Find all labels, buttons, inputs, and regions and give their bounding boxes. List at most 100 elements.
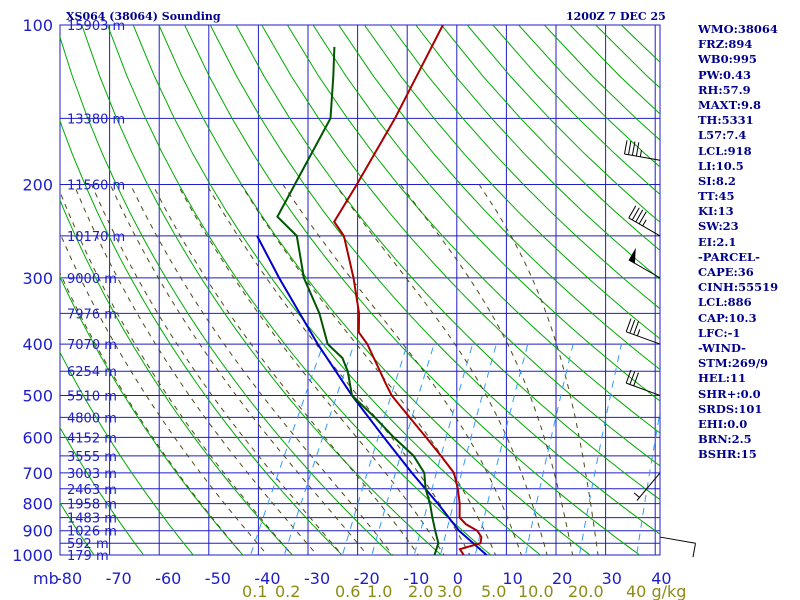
index-item: EHI:0.0 bbox=[698, 416, 748, 431]
height-label: 2463 m bbox=[67, 483, 117, 498]
moist-adiabat bbox=[177, 184, 445, 555]
wind-barb-pennant bbox=[628, 247, 636, 264]
height-label: 3003 m bbox=[67, 467, 117, 482]
sounding-time: 1200Z 7 DEC 25 bbox=[566, 10, 666, 23]
dry-adiabat bbox=[441, 25, 660, 252]
pressure-tick-label: 500 bbox=[22, 386, 53, 405]
dry-adiabat bbox=[338, 25, 660, 371]
height-label: 7070 m bbox=[67, 338, 117, 353]
height-label: 1958 m bbox=[67, 498, 117, 513]
mixing-ratio-label: 0.6 bbox=[335, 582, 360, 600]
dry-adiabat bbox=[312, 25, 660, 402]
temperature-tick-label: -80 bbox=[56, 569, 82, 588]
index-item: -WIND- bbox=[698, 340, 746, 355]
temperature-tick-label: -70 bbox=[106, 569, 132, 588]
dry-adiabat bbox=[389, 25, 660, 310]
pressure-tick-label: 900 bbox=[22, 522, 53, 541]
wind-barb-half-flag bbox=[642, 219, 647, 227]
height-label: 10170 m bbox=[67, 230, 125, 245]
index-item: PW:0.43 bbox=[698, 67, 752, 82]
temperature-tick-label: 40 bbox=[651, 569, 671, 588]
index-item: LI:10.5 bbox=[698, 158, 744, 173]
height-label: 7976 m bbox=[67, 307, 117, 322]
thermo-lines bbox=[60, 25, 660, 555]
pressure-tick-label: 100 bbox=[22, 16, 53, 35]
height-label: 179 m bbox=[67, 549, 109, 564]
moist-adiabat bbox=[400, 184, 574, 555]
index-item: RH:57.9 bbox=[698, 82, 751, 97]
dry-adiabat bbox=[60, 501, 95, 555]
index-item: CAPE:36 bbox=[698, 265, 754, 279]
height-label: 1026 m bbox=[67, 525, 117, 540]
index-item: WB0:995 bbox=[698, 52, 757, 67]
stability-indices-panel: WMO:38064 FRZ:894 WB0:995 PW:0.43 RH:57.9 MAX… bbox=[698, 22, 778, 462]
dry-adiabat bbox=[60, 351, 194, 555]
mixing-ratio-line bbox=[413, 343, 474, 555]
moist-adiabat bbox=[334, 184, 548, 555]
sounding-profiles bbox=[256, 25, 488, 555]
pressure-axis-unit: mb bbox=[33, 569, 59, 588]
mixing-ratio-label: 2.0 bbox=[408, 582, 433, 600]
wind-barb-flag bbox=[638, 211, 647, 225]
wind-barb-staff bbox=[659, 536, 696, 544]
index-item: FRZ:894 bbox=[698, 37, 753, 52]
index-item: LCL:886 bbox=[698, 295, 752, 310]
index-item: SW:23 bbox=[698, 219, 739, 234]
temperature-tick-label: -40 bbox=[254, 569, 280, 588]
wind-barb-staff bbox=[636, 472, 661, 501]
mixing-ratio-line bbox=[371, 343, 435, 555]
wind-barb-flag bbox=[635, 142, 640, 157]
dewpoint-profile bbox=[276, 46, 440, 555]
dry-adiabat bbox=[107, 25, 492, 555]
index-item: -PARCEL- bbox=[698, 249, 760, 264]
wind-barb-half-flag bbox=[639, 149, 642, 157]
wind-barb-flag bbox=[624, 140, 628, 155]
wind-barbs bbox=[624, 140, 696, 558]
moist-adiabat bbox=[129, 184, 394, 555]
mixing-ratio-line bbox=[636, 409, 660, 555]
pressure-tick-label: 1000 bbox=[12, 546, 53, 565]
mixing-ratio-label: 5.0 bbox=[481, 582, 506, 600]
wind-barb-staff bbox=[624, 153, 661, 161]
index-item: WMO:38064 bbox=[698, 22, 778, 36]
height-label: 4800 m bbox=[67, 411, 117, 426]
index-item: KI:13 bbox=[698, 204, 734, 219]
index-item: LFC:-1 bbox=[698, 325, 741, 340]
dry-adiabat bbox=[60, 119, 343, 555]
wind-barb-flag bbox=[631, 207, 640, 221]
wind-barb-staff bbox=[626, 382, 661, 396]
mixing-ratio-label: 1.0 bbox=[367, 582, 392, 600]
height-label: 13380 m bbox=[67, 112, 125, 127]
height-label: 9000 m bbox=[67, 272, 117, 287]
wind-barb-flag bbox=[631, 141, 636, 156]
wind-barb-flag bbox=[628, 140, 632, 155]
dry-adiabat bbox=[184, 25, 641, 555]
wind-barb-flag bbox=[625, 369, 632, 384]
index-item: TH:5331 bbox=[698, 113, 754, 128]
height-label: 3555 m bbox=[67, 450, 117, 465]
mixing-ratio-line bbox=[341, 343, 408, 555]
index-item: CINH:55519 bbox=[698, 280, 779, 295]
pressure-temperature-grid bbox=[59, 24, 661, 556]
pressure-tick-label: 800 bbox=[22, 495, 53, 514]
wind-barb-staff bbox=[626, 331, 661, 345]
moist-adiabat bbox=[282, 184, 522, 555]
mixing-ratio-line bbox=[283, 343, 355, 555]
moist-adiabat bbox=[152, 184, 419, 555]
dry-adiabat bbox=[60, 198, 294, 555]
temperature-tick-label: 0 bbox=[453, 569, 463, 588]
temperature-profile bbox=[333, 25, 483, 555]
mixing-ratio-label: 0.2 bbox=[275, 582, 300, 600]
dry-adiabat bbox=[261, 25, 660, 467]
mixing-ratio-line bbox=[524, 343, 574, 555]
dry-adiabat bbox=[60, 426, 145, 555]
parcel-trace bbox=[256, 235, 488, 555]
index-item: MAXT:9.8 bbox=[698, 97, 761, 112]
pressure-tick-label: 200 bbox=[22, 176, 53, 195]
mixing-ratio-line bbox=[250, 343, 324, 555]
moist-adiabat bbox=[60, 271, 244, 555]
wind-barb-flag bbox=[629, 371, 636, 385]
index-item: SHR+:0.0 bbox=[698, 386, 761, 401]
pressure-tick-label: 300 bbox=[22, 269, 53, 288]
